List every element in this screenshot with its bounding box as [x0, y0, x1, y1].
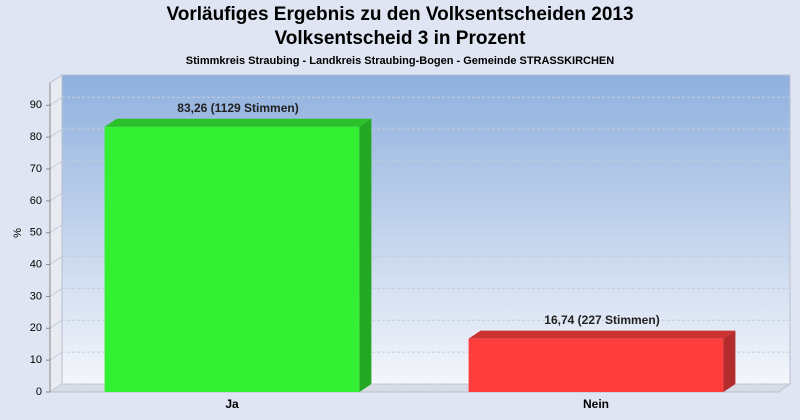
y-tick-label: 70 [30, 163, 42, 175]
grid-line-side [49, 96, 63, 106]
grid-line-side [49, 288, 63, 297]
grid-line-side [49, 351, 63, 361]
bar [468, 338, 724, 392]
chart-caption: Stimmkreis Straubing - Landkreis Straubi… [186, 55, 615, 67]
bar [104, 126, 360, 393]
value-label: 16,74 (227 Stimmen) [544, 313, 659, 327]
bar-side [723, 330, 736, 392]
chart-subtitle: Volksentscheid 3 in Prozent [275, 28, 527, 49]
grid-line-side [49, 128, 63, 138]
y-tick-label: 40 [30, 258, 42, 270]
y-axis-label: % [12, 228, 24, 238]
chart-title: Vorläufiges Ergebnis zu den Volksentsche… [166, 4, 633, 25]
y-tick-label: 30 [30, 290, 42, 302]
grid-line-side [49, 224, 63, 234]
side-wall [49, 74, 63, 393]
y-tick-label: 60 [30, 195, 42, 207]
grid-line-side [49, 192, 63, 202]
value-label: 83,26 (1129 Stimmen) [177, 101, 298, 115]
grid-line-side [49, 256, 63, 265]
bar-top [104, 118, 372, 127]
y-tick-label: 10 [30, 354, 42, 366]
bar-top [468, 330, 736, 339]
y-tick-label: 20 [30, 322, 42, 334]
grid-line-side [49, 160, 63, 170]
grid-line-side [49, 383, 63, 393]
y-tick-label: 0 [36, 386, 42, 398]
y-tick-label: 90 [30, 99, 42, 111]
bar-side [359, 118, 372, 393]
x-tick-label: Ja [225, 397, 239, 411]
y-tick-label: 80 [30, 131, 42, 143]
y-tick-label: 50 [30, 227, 42, 239]
grid-line-side [49, 319, 63, 329]
x-tick-label: Nein [583, 397, 609, 411]
